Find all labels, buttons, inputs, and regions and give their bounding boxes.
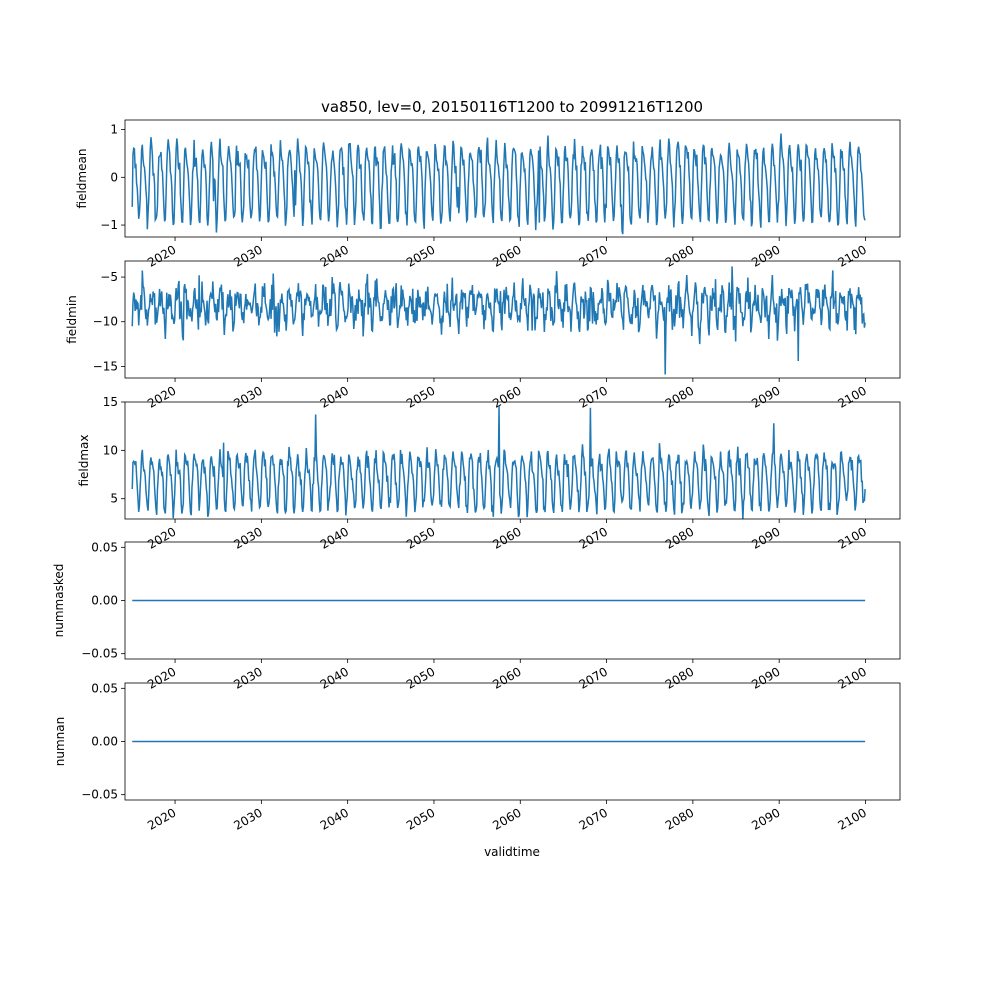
x-tick-label: 2090 [749,805,782,832]
subplot-nummasked: −0.05 0.00 0.05 2020 2030 2040 2050 2060 2070 208… [52,540,901,692]
x-tick-label: 2080 [663,664,696,691]
y-tick-label: 10 [103,443,118,457]
x-tick-label: 2040 [318,242,351,269]
x-tick-label: 2060 [490,242,523,269]
x-tick-label: 2090 [749,242,782,269]
y-axis-label: numnan [53,717,67,766]
x-tick-label: 2050 [404,524,437,551]
series-line-fieldmean [131,133,866,235]
x-tick-label: 2060 [490,805,523,832]
x-tick-label: 2040 [318,664,351,691]
y-tick-label: 0.00 [91,735,118,749]
x-tick-label: 2080 [663,242,696,269]
subplot-fieldmax: 5 10 15 2020 2030 2040 2050 2060 2070 2080 2090 210… [77,395,901,552]
y-tick-label: 0.05 [91,681,118,695]
x-tick-label: 2100 [836,242,869,269]
x-tick-label: 2030 [231,242,264,269]
series-line-fieldmin [131,266,866,375]
x-tick-label: 2070 [577,664,610,691]
x-tick-label: 2020 [145,524,178,551]
x-tick-label: 2100 [836,383,869,410]
x-tick-label: 2080 [663,524,696,551]
y-axis-label: nummasked [52,564,66,638]
x-tick-label: 2040 [318,805,351,832]
y-tick-label: 15 [103,395,118,409]
x-tick-label: 2100 [836,664,869,691]
x-tick-label: 2060 [490,664,523,691]
x-tick-label: 2030 [231,805,264,832]
series-line-fieldmax [131,405,866,519]
x-tick-label: 2080 [663,805,696,832]
subplot-numnan: −0.05 0.00 0.05 2020 2030 2040 2050 2060 2070 208… [53,681,901,833]
x-tick-label: 2050 [404,383,437,410]
x-tick-label: 2060 [490,524,523,551]
y-tick-label: −5 [100,270,118,284]
x-tick-label: 2100 [836,524,869,551]
x-tick-label: 2070 [577,805,610,832]
x-axis-label: validtime [484,845,540,859]
y-axis-label: fieldmax [77,434,91,486]
y-axis-label: fieldmin [65,295,79,344]
subplot-fieldmin: −15 −10 −5 2020 2030 2040 2050 2060 2070 2080 2090… [65,260,901,411]
axes-frame [124,260,901,379]
y-tick-label: −15 [93,359,118,373]
x-tick-label: 2050 [404,805,437,832]
y-tick-label: −0.05 [81,788,118,802]
x-tick-label: 2030 [231,664,264,691]
x-tick-label: 2030 [231,383,264,410]
x-tick-label: 2020 [145,805,178,832]
x-tick-label: 2030 [231,524,264,551]
x-tick-label: 2090 [749,383,782,410]
y-tick-label: 5 [110,492,118,506]
chart-title: va850, lev=0, 20150116T1200 to 20991216T… [321,98,703,116]
y-tick-label: 0.00 [91,594,118,608]
y-tick-label: −0.05 [81,647,118,661]
x-tick-label: 2080 [663,383,696,410]
axes-frame [124,119,901,238]
x-tick-label: 2070 [577,242,610,269]
x-tick-label: 2060 [490,383,523,410]
y-tick-label: −1 [100,218,118,232]
x-tick-label: 2090 [749,664,782,691]
x-tick-label: 2100 [836,805,869,832]
x-tick-label: 2070 [577,524,610,551]
x-tick-label: 2070 [577,383,610,410]
y-tick-label: 1 [110,123,118,137]
x-tick-label: 2090 [749,524,782,551]
x-tick-label: 2040 [318,524,351,551]
x-tick-label: 2020 [145,664,178,691]
axes-frame [124,401,901,520]
x-tick-label: 2020 [145,242,178,269]
x-tick-label: 2040 [318,383,351,410]
y-axis-label: fieldmean [75,149,89,209]
x-tick-label: 2050 [404,664,437,691]
y-tick-label: −10 [93,315,118,329]
subplot-fieldmean: −1 0 1 2020 2030 2040 2050 2060 2070 2080 2090 2100… [75,119,901,270]
x-tick-label: 2050 [404,242,437,269]
y-tick-label: 0 [110,170,118,184]
y-tick-label: 0.05 [91,540,118,554]
x-tick-label: 2020 [145,383,178,410]
